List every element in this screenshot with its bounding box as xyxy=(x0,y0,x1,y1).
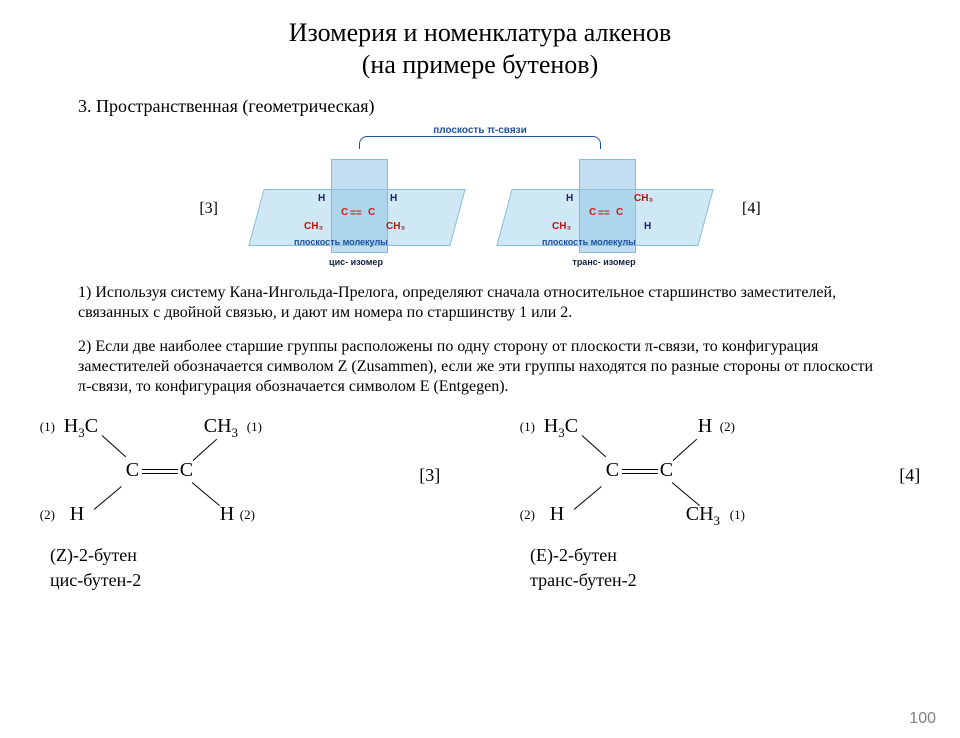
bracket-4-formula: [4] xyxy=(899,465,920,486)
z-double-bond xyxy=(142,469,178,474)
e-bond-tr xyxy=(672,439,696,461)
z-cis-name: цис-бутен-2 xyxy=(50,570,350,591)
cis-plane-label: плоскость молекулы xyxy=(294,237,388,247)
cis-ch3-br: CH₃ xyxy=(386,221,405,232)
trans-carbon-right: C xyxy=(616,207,623,218)
z-c-left: C xyxy=(126,459,139,482)
e-atom-tl: H3C xyxy=(544,415,578,441)
bracket-3-left: [3] xyxy=(199,200,218,218)
trans-carbon-left: C xyxy=(589,207,596,218)
trans-isomer-diagram: C C == H CH₃ CH₃ H плоскость молекулы тр… xyxy=(494,149,714,269)
z-atom-bl: H xyxy=(70,503,84,526)
z-formula: (1) H3C CH3 (1) C C (2) H H (2) xyxy=(40,415,340,535)
e-formula: (1) H3C H (2) C C (2) H CH3 (1) xyxy=(520,415,820,535)
cis-h-tr: H xyxy=(390,193,397,204)
pi-symbol-2: π xyxy=(78,378,86,395)
z-atom-tl: H3C xyxy=(64,415,98,441)
trans-ch3-tr: CH₃ xyxy=(634,193,653,204)
z-priority-tl: (1) xyxy=(40,419,55,435)
trans-name: транс- изомер xyxy=(494,257,714,267)
trans-h-tl: H xyxy=(566,193,573,204)
e-atom-bl: H xyxy=(550,503,564,526)
e-ez-name: (E)-2-бутен xyxy=(530,545,830,566)
z-bond-bl xyxy=(93,486,121,510)
z-c-right: C xyxy=(180,459,193,482)
cis-carbon-left: C xyxy=(341,207,348,218)
z-bond-br xyxy=(191,482,219,506)
pi-bond-label: плоскость π-связи xyxy=(0,125,960,136)
e-bond-bl xyxy=(573,486,601,510)
isomer-diagram-row: [3] C C == H H CH₃ CH₃ плоскость молекул… xyxy=(0,149,960,269)
names-row: (Z)-2-бутен цис-бутен-2 (E)-2-бутен тран… xyxy=(0,541,960,591)
e-priority-tr: (2) xyxy=(720,419,735,435)
trans-h-br: H xyxy=(644,221,651,232)
z-ez-name: (Z)-2-бутен xyxy=(50,545,350,566)
e-priority-tl: (1) xyxy=(520,419,535,435)
page-number: 100 xyxy=(909,710,936,728)
e-double-bond xyxy=(622,469,658,474)
z-priority-br: (2) xyxy=(240,507,255,523)
e-trans-name: транс-бутен-2 xyxy=(530,570,830,591)
e-priority-bl: (2) xyxy=(520,507,535,523)
trans-plane-label: плоскость молекулы xyxy=(542,237,636,247)
cis-carbon-right: C xyxy=(368,207,375,218)
cis-name: цис- изомер xyxy=(246,257,466,267)
z-priority-bl: (2) xyxy=(40,507,55,523)
formula-row: (1) H3C CH3 (1) C C (2) H H (2) [3] (1) … xyxy=(0,415,960,535)
paragraph-2: 2) Если две наиболее старшие группы расп… xyxy=(78,337,882,397)
trans-dbond: == xyxy=(598,208,610,219)
z-atom-tr: CH3 xyxy=(204,415,238,441)
z-bond-tl xyxy=(101,435,125,457)
z-names: (Z)-2-бутен цис-бутен-2 xyxy=(30,541,350,591)
page-title: Изомерия и номенклатура алкенов xyxy=(0,18,960,48)
cis-h-tl: H xyxy=(318,193,325,204)
paragraph-1: 1) Используя систему Кана-Ингольда-Прело… xyxy=(78,283,882,323)
para2-text-a: 2) Если две наиболее старшие группы расп… xyxy=(78,338,645,355)
connector-curve xyxy=(359,136,601,149)
e-atom-tr: H xyxy=(698,415,712,438)
cis-ch3-bl: CH₃ xyxy=(304,221,323,232)
page-subtitle: (на примере бутенов) xyxy=(0,50,960,80)
e-atom-br: CH3 xyxy=(686,503,720,529)
pi-symbol-1: π xyxy=(645,338,653,355)
cis-dbond: == xyxy=(350,208,362,219)
e-c-right: C xyxy=(660,459,673,482)
e-priority-br: (1) xyxy=(730,507,745,523)
e-c-left: C xyxy=(606,459,619,482)
bracket-4-right: [4] xyxy=(742,200,761,218)
bracket-3-formula: [3] xyxy=(419,465,440,486)
z-priority-tr: (1) xyxy=(247,419,262,435)
z-bond-tr xyxy=(192,439,216,461)
trans-ch3-bl: CH₃ xyxy=(552,221,571,232)
e-names: (E)-2-бутен транс-бутен-2 xyxy=(510,541,830,591)
cis-isomer-diagram: C C == H H CH₃ CH₃ плоскость молекулы ци… xyxy=(246,149,466,269)
para2-text-c: -связи, то конфигурация обозначается сим… xyxy=(86,378,508,395)
z-atom-br: H xyxy=(220,503,234,526)
section-heading: 3. Пространственная (геометрическая) xyxy=(78,96,960,117)
e-bond-tl xyxy=(581,435,605,457)
